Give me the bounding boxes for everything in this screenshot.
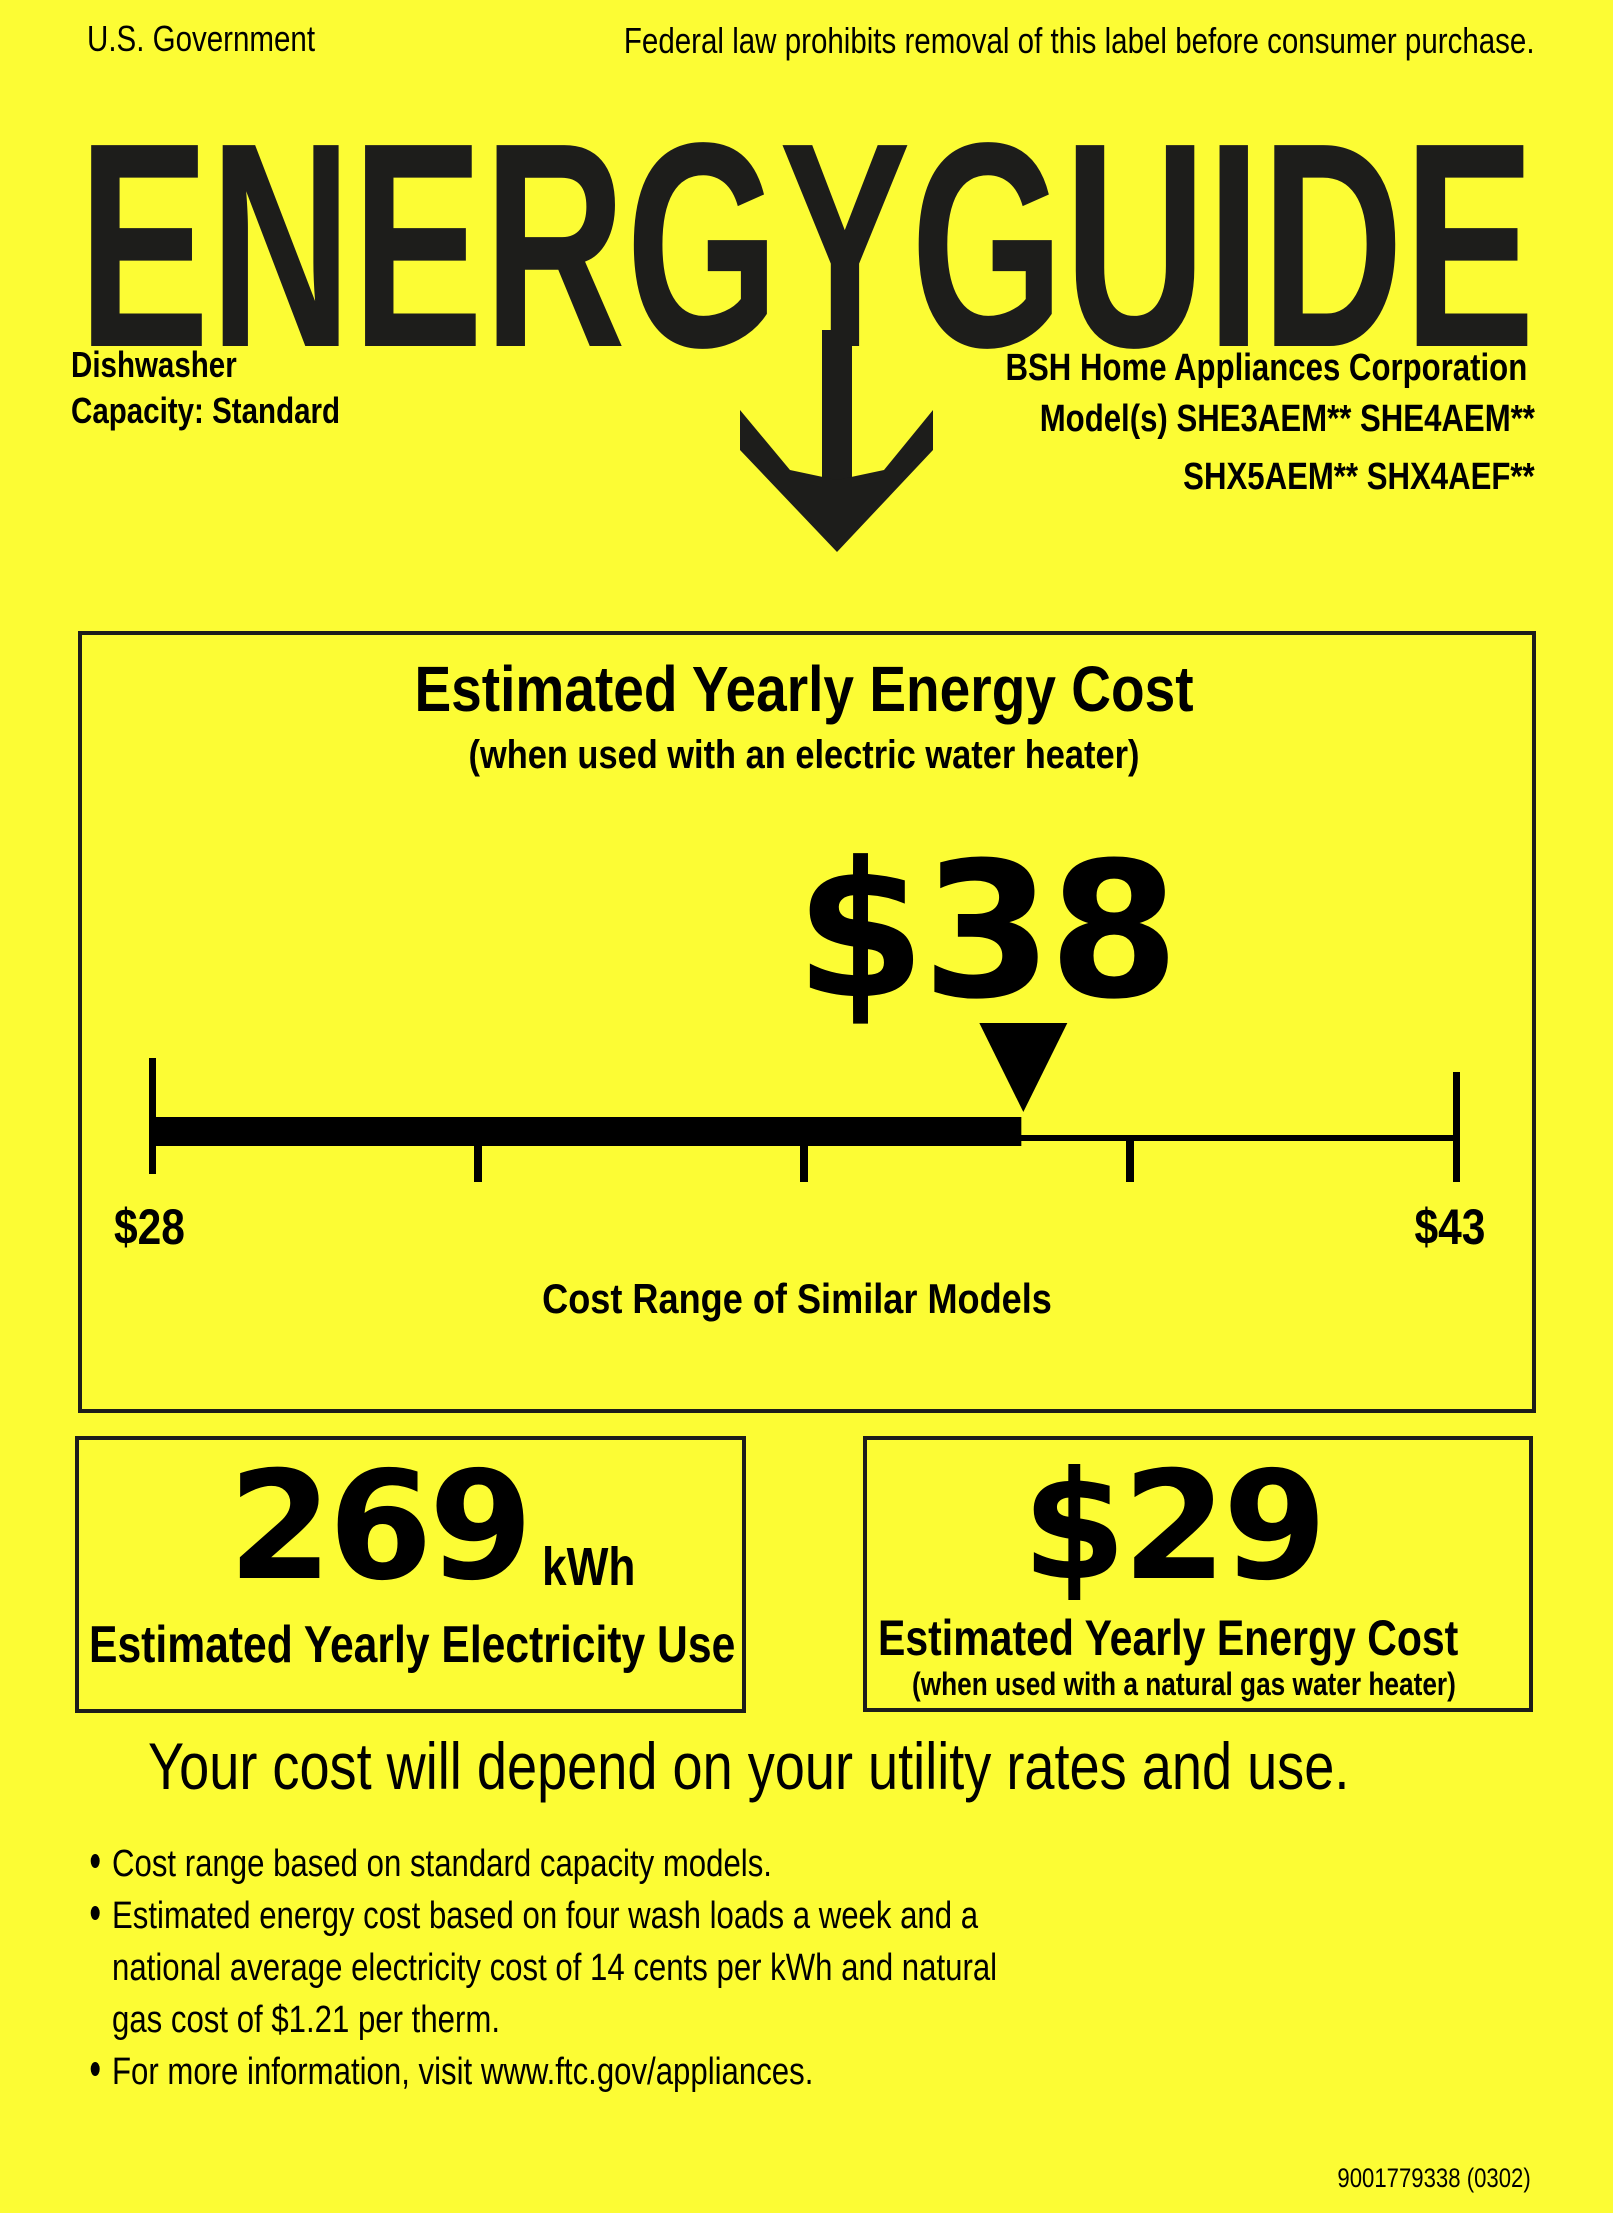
energyguide-logo: ENERGYGUIDE [78, 82, 1535, 552]
capacity-label: Capacity: [71, 390, 204, 431]
scale-tick-min [149, 1058, 156, 1174]
main-cost-subtitle: (when used with an electric water heater… [468, 733, 1140, 777]
electricity-value: 269 [228, 1440, 533, 1614]
value-marker-triangle [979, 1023, 1068, 1112]
bullet-list: Cost range based on standard capacity mo… [90, 1838, 998, 2098]
models-line-2: SHX5AEM** SHX4AEF** [1183, 456, 1535, 498]
capacity-row: Capacity: Standard [71, 390, 340, 432]
electricity-unit: kWh [542, 1537, 636, 1597]
cost-range-scale [149, 1023, 1460, 1182]
main-cost-box [78, 631, 1536, 1413]
removal-notice: Federal law prohibits removal of this la… [624, 20, 1535, 61]
footer-code: 9001779338 (0302) [1337, 2163, 1531, 2193]
bullet-continuation: gas cost of $1.21 per therm. [112, 1999, 500, 2041]
bullet-item: Estimated energy cost based on four wash… [90, 1890, 997, 1942]
scale-tick [1126, 1140, 1134, 1182]
bullet-item: Cost range based on standard capacity mo… [90, 1838, 997, 1890]
product-type: Dishwasher [71, 344, 237, 385]
models-line-1: Model(s) SHE3AEM** SHE4AEM** [1039, 398, 1535, 440]
main-cost-value: $38 [795, 822, 1179, 1041]
scale-filled-bar [152, 1117, 1022, 1146]
gas-cost-value: $29 [1022, 1440, 1327, 1614]
capacity-value: Standard [212, 390, 341, 431]
electricity-label: Estimated Yearly Electricity Use [89, 1616, 736, 1674]
main-cost-title: Estimated Yearly Energy Cost [414, 653, 1194, 725]
manufacturer: BSH Home Appliances Corporation [1005, 347, 1527, 389]
disclaimer: Your cost will depend on your utility ra… [148, 1729, 1350, 1803]
range-max-label: $43 [1414, 1199, 1485, 1255]
logo-text: ENERGYGUIDE [78, 82, 1535, 408]
bullet-item: For more information, visit www.ftc.gov/… [90, 2046, 997, 2098]
bullet-continuation: national average electricity cost of 14 … [112, 1947, 998, 1989]
scale-tick-max [1453, 1072, 1460, 1182]
issuer-text: U.S. Government [87, 18, 316, 59]
range-min-label: $28 [114, 1199, 185, 1255]
arrow-down-icon [740, 330, 933, 552]
range-caption: Cost Range of Similar Models [542, 1275, 1052, 1322]
electricity-box [75, 1436, 746, 1713]
gas-cost-subtitle: (when used with a natural gas water heat… [912, 1666, 1456, 1702]
scale-tick [800, 1140, 808, 1182]
scale-tick [474, 1140, 482, 1182]
gas-cost-label: Estimated Yearly Energy Cost [878, 1610, 1459, 1666]
gas-cost-box [863, 1436, 1533, 1712]
